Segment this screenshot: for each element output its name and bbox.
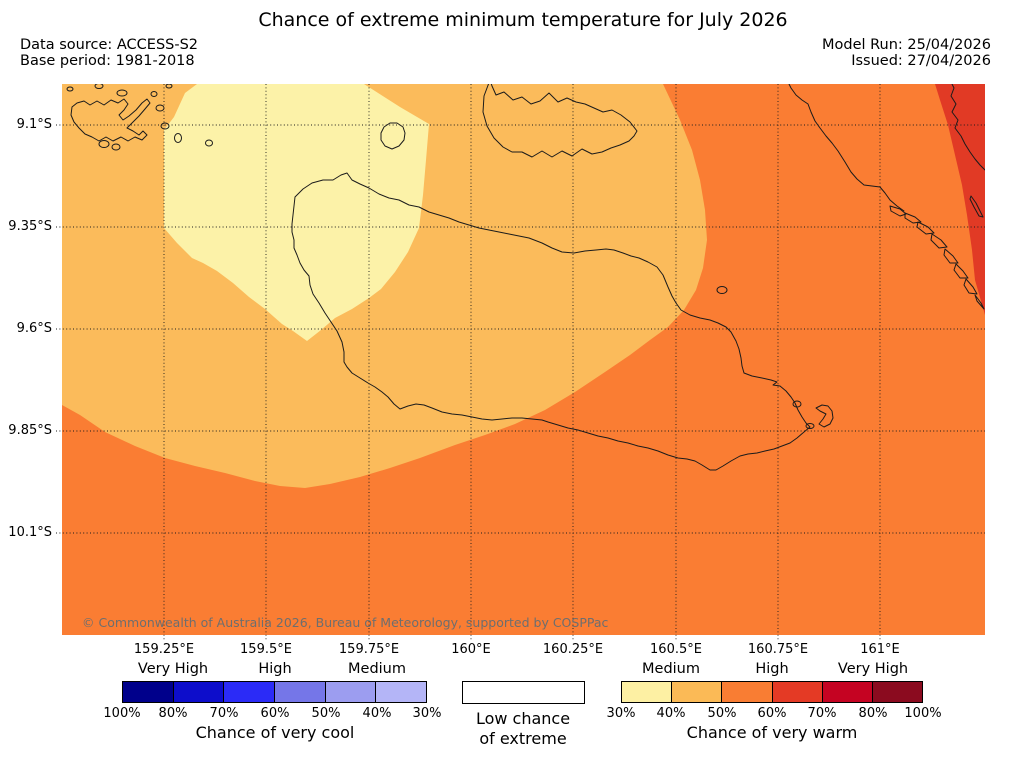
cool-swatch-40-30 xyxy=(376,682,427,702)
coastlines xyxy=(66,79,986,471)
warm-category-very-high: Very High xyxy=(837,661,909,677)
copyright-notice: © Commonwealth of Australia 2026, Bureau… xyxy=(82,615,609,630)
lon-tick-label: 160.25°E xyxy=(542,642,604,657)
lon-tick-label: 159.25°E xyxy=(133,642,195,657)
cool-category-medium: Medium xyxy=(348,661,406,677)
islet-malaita-sliver xyxy=(969,195,984,218)
header-right: Model Run: 25/04/2026 Issued: 27/04/2026 xyxy=(822,37,991,69)
warm-color-bar xyxy=(621,681,923,703)
lat-tick-label: 10.1°S xyxy=(8,525,52,540)
coastline-guadalcanal xyxy=(291,172,811,471)
data-source-label: Data source: ACCESS-S2 xyxy=(20,37,199,53)
warm-category-high: High xyxy=(755,661,789,677)
cool-tick: 100% xyxy=(103,706,141,721)
warm-tick: 60% xyxy=(757,706,787,721)
cool-swatch-80-70 xyxy=(173,682,225,702)
coastline-malaita-west xyxy=(786,79,905,212)
map-panel xyxy=(50,79,986,641)
islet-small-east xyxy=(205,139,213,147)
islets-marau-sound xyxy=(792,400,834,429)
coastline-russell-islands xyxy=(66,83,173,151)
lon-tick-label: 160.75°E xyxy=(747,642,809,657)
coastline-malaita-east xyxy=(949,79,986,171)
lat-tick-label: 9.35°S xyxy=(8,219,52,234)
probability-map xyxy=(56,79,986,641)
lat-tick-label: 9.6°S xyxy=(16,321,52,336)
low-chance-label-line2: of extreme xyxy=(479,729,567,748)
warm-swatch-60-70 xyxy=(772,682,823,702)
low-chance-box xyxy=(462,681,585,704)
cool-category-very-high: Very High xyxy=(137,661,209,677)
warm-caption: Chance of very warm xyxy=(686,723,858,742)
cool-swatch-100-80 xyxy=(123,682,174,702)
base-period-label: Base period: 1981-2018 xyxy=(20,53,195,69)
lon-tick-label: 160.5°E xyxy=(650,642,702,657)
warm-tick: 40% xyxy=(656,706,686,721)
coastline-savo xyxy=(380,122,406,150)
cool-swatch-70-60 xyxy=(224,682,276,702)
warm-swatch-80-100 xyxy=(872,682,923,702)
warm-tick: 80% xyxy=(858,706,888,721)
warm-tick: 70% xyxy=(807,706,837,721)
cool-category-high: High xyxy=(258,661,292,677)
cool-tick: 30% xyxy=(412,706,442,721)
model-run-label: Model Run: 25/04/2026 xyxy=(821,37,991,53)
page-title: Chance of extreme minimum temperature fo… xyxy=(258,9,788,31)
lon-tick-label: 160°E xyxy=(451,642,491,657)
header-left: Data source: ACCESS-S2 Base period: 1981… xyxy=(20,37,198,69)
cool-swatch-60-50 xyxy=(275,682,326,702)
warm-tick: 30% xyxy=(606,706,636,721)
islet-small-west xyxy=(174,133,182,143)
warm-tick: 50% xyxy=(707,706,737,721)
cool-tick: 80% xyxy=(158,706,188,721)
warm-swatch-50-60 xyxy=(722,682,773,702)
cool-caption: Chance of very cool xyxy=(195,723,355,742)
low-chance-label-line1: Low chance xyxy=(475,709,571,728)
cool-color-bar xyxy=(122,681,427,703)
lon-tick-label: 159.75°E xyxy=(338,642,400,657)
warm-category-medium: Medium xyxy=(642,661,700,677)
islet-chain-maramasike xyxy=(889,205,985,310)
cool-tick: 70% xyxy=(209,706,239,721)
lon-tick-label: 159.5°E xyxy=(240,642,292,657)
warm-tick: 100% xyxy=(904,706,942,721)
warm-swatch-30-40 xyxy=(622,682,673,702)
region-30-40 xyxy=(164,84,429,341)
warm-swatch-40-50 xyxy=(672,682,723,702)
cool-tick: 40% xyxy=(362,706,392,721)
warm-swatch-70-80 xyxy=(822,682,873,702)
lat-tick-label: 9.1°S xyxy=(16,117,52,132)
coastline-florida-islands xyxy=(482,79,638,158)
lon-tick-label: 161°E xyxy=(860,642,900,657)
cool-tick: 50% xyxy=(311,706,341,721)
region-60-70 xyxy=(935,84,985,315)
islet-ne-guadalcanal xyxy=(716,286,728,294)
cool-tick: 60% xyxy=(260,706,290,721)
issued-label: Issued: 27/04/2026 xyxy=(851,53,991,69)
lat-tick-label: 9.85°S xyxy=(8,423,52,438)
cool-swatch-50-40 xyxy=(325,682,377,702)
